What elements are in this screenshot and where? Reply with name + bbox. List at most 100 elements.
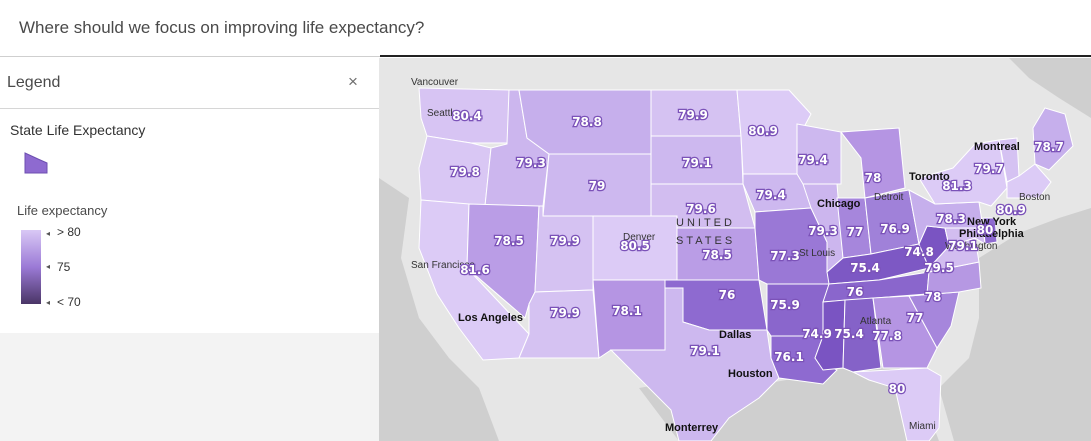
city-label-toronto: Toronto <box>909 171 950 183</box>
state-value-KS: 78.5 <box>702 248 732 262</box>
state-value-NV: 78.5 <box>494 234 524 248</box>
state-value-VT: 79.7 <box>974 162 1004 176</box>
state-value-MN: 80.9 <box>748 124 778 138</box>
state-value-labels: 80.4 79.8 81.6 79.3 78.5 78.8 79 79.9 79.9 80.5 78… <box>449 107 1065 398</box>
color-ramp <box>21 230 41 304</box>
state-value-TX: 79.1 <box>690 344 720 358</box>
state-value-OK: 76 <box>719 288 736 302</box>
city-label-miami: Miami <box>909 421 936 432</box>
city-label-monterrey: Monterrey <box>665 422 719 434</box>
state-value-MO: 77.3 <box>770 249 800 263</box>
state-value-PA: 78.3 <box>936 212 966 226</box>
app-header: Where should we focus on improving life … <box>0 0 1091 57</box>
state-value-CA: 81.6 <box>460 263 490 277</box>
state-polygons[interactable] <box>418 87 1074 441</box>
state-value-IN: 77 <box>847 225 864 239</box>
state-value-MI: 78 <box>865 171 882 185</box>
city-label-atlanta: Atlanta <box>860 316 892 327</box>
state-MA[interactable] <box>1006 163 1052 199</box>
state-value-UT: 79.9 <box>550 234 580 248</box>
atlantic-ocean <box>939 208 1091 441</box>
city-label-houston: Houston <box>728 368 773 380</box>
ramp-label-mid: 75 <box>57 260 71 274</box>
ramp-tick-mid-icon: ◂ <box>46 262 51 271</box>
state-NM[interactable] <box>592 279 666 359</box>
city-label-denver: Denver <box>623 232 656 243</box>
legend-field-name: Life expectancy <box>17 203 108 218</box>
map-view[interactable]: Vancouver Seattle San Francisco Los Ange… <box>379 58 1091 441</box>
header-divider <box>380 55 1091 57</box>
city-label-dallas: Dallas <box>719 329 751 341</box>
state-FL[interactable] <box>851 367 942 441</box>
ramp-tick-low-icon: ◂ <box>46 298 51 307</box>
state-value-AL: 75.4 <box>834 327 864 341</box>
state-value-WI: 79.4 <box>798 153 828 167</box>
panel-background <box>0 333 379 441</box>
city-labels: Vancouver Seattle San Francisco Los Ange… <box>411 77 1050 434</box>
state-MD[interactable] <box>944 227 986 247</box>
state-value-CO: 80.5 <box>620 239 650 253</box>
state-value-NM: 78.1 <box>612 304 642 318</box>
state-value-ND: 79.9 <box>678 108 708 122</box>
city-label-san-francisco: San Francisco <box>411 260 475 271</box>
state-GA[interactable] <box>872 295 938 369</box>
state-AZ[interactable] <box>518 289 600 359</box>
city-label-new-york: New York <box>967 216 1017 228</box>
legend-layer-name: State Life Expectancy <box>10 122 146 138</box>
map-canvas[interactable]: Vancouver Seattle San Francisco Los Ange… <box>379 58 1091 441</box>
state-AL[interactable] <box>842 297 882 373</box>
ramp-label-high: > 80 <box>57 225 81 239</box>
legend-title: Legend <box>7 74 61 91</box>
state-value-NY: 81.3 <box>942 179 972 193</box>
city-label-detroit: Detroit <box>874 192 904 203</box>
city-label-st-louis: St Louis <box>799 248 835 259</box>
country-label-line1: UNITED <box>676 217 735 229</box>
state-value-KY: 75.4 <box>850 261 880 275</box>
state-value-WA: 80.4 <box>452 109 482 123</box>
city-label-vancouver: Vancouver <box>411 77 459 88</box>
state-value-TN: 76 <box>847 285 864 299</box>
state-value-OR: 79.8 <box>450 165 480 179</box>
state-value-GA: 77.8 <box>872 329 902 343</box>
state-UT[interactable] <box>534 205 594 293</box>
pacific-ocean <box>379 178 499 441</box>
country-label-line2: STATES <box>676 235 735 247</box>
state-value-LA: 76.1 <box>774 350 804 364</box>
city-label-los-angeles: Los Angeles <box>458 312 523 324</box>
legend-panel: Legend × State Life Expectancy Life expe… <box>0 57 379 333</box>
polygon-swatch-icon <box>24 152 48 174</box>
state-value-AZ: 79.9 <box>550 306 580 320</box>
state-value-WY: 79 <box>589 179 606 193</box>
page-title: Where should we focus on improving life … <box>19 18 425 37</box>
state-value-OH: 76.9 <box>880 222 910 236</box>
city-label-montreal: Montreal <box>974 141 1020 153</box>
city-label-boston: Boston <box>1019 192 1050 203</box>
state-MI[interactable] <box>840 127 906 199</box>
state-value-FL: 80 <box>889 382 906 396</box>
atlantic-north <box>1009 58 1091 118</box>
state-value-MD: 79.1 <box>948 239 978 253</box>
city-label-seattle: Seattle <box>427 108 459 119</box>
state-value-IL: 79.3 <box>808 224 838 238</box>
close-icon[interactable]: × <box>348 72 358 91</box>
state-value-IA: 79.4 <box>756 188 786 202</box>
city-label-chicago: Chicago <box>817 198 861 210</box>
state-value-MS: 74.9 <box>802 327 832 341</box>
ramp-tick-high-icon: ◂ <box>46 229 51 238</box>
state-value-MA: 80.9 <box>996 203 1026 217</box>
city-label-washington: Washington <box>945 241 997 252</box>
state-value-NJ: 80 <box>977 223 994 237</box>
state-value-AR: 75.9 <box>770 298 800 312</box>
state-value-NE: 79.6 <box>686 202 716 216</box>
state-value-SC: 77 <box>907 311 924 325</box>
legend-header: Legend × <box>0 57 379 109</box>
ramp-label-low: < 70 <box>57 295 81 309</box>
state-value-MT: 78.8 <box>572 115 602 129</box>
city-label-philadelphia: Philadelphia <box>959 228 1025 240</box>
state-value-NC: 78 <box>925 290 942 304</box>
state-value-WV: 74.8 <box>904 245 934 259</box>
state-value-VA: 79.5 <box>924 261 954 275</box>
state-value-ME: 78.7 <box>1034 140 1064 154</box>
state-value-ID: 79.3 <box>516 156 546 170</box>
state-value-SD: 79.1 <box>682 156 712 170</box>
